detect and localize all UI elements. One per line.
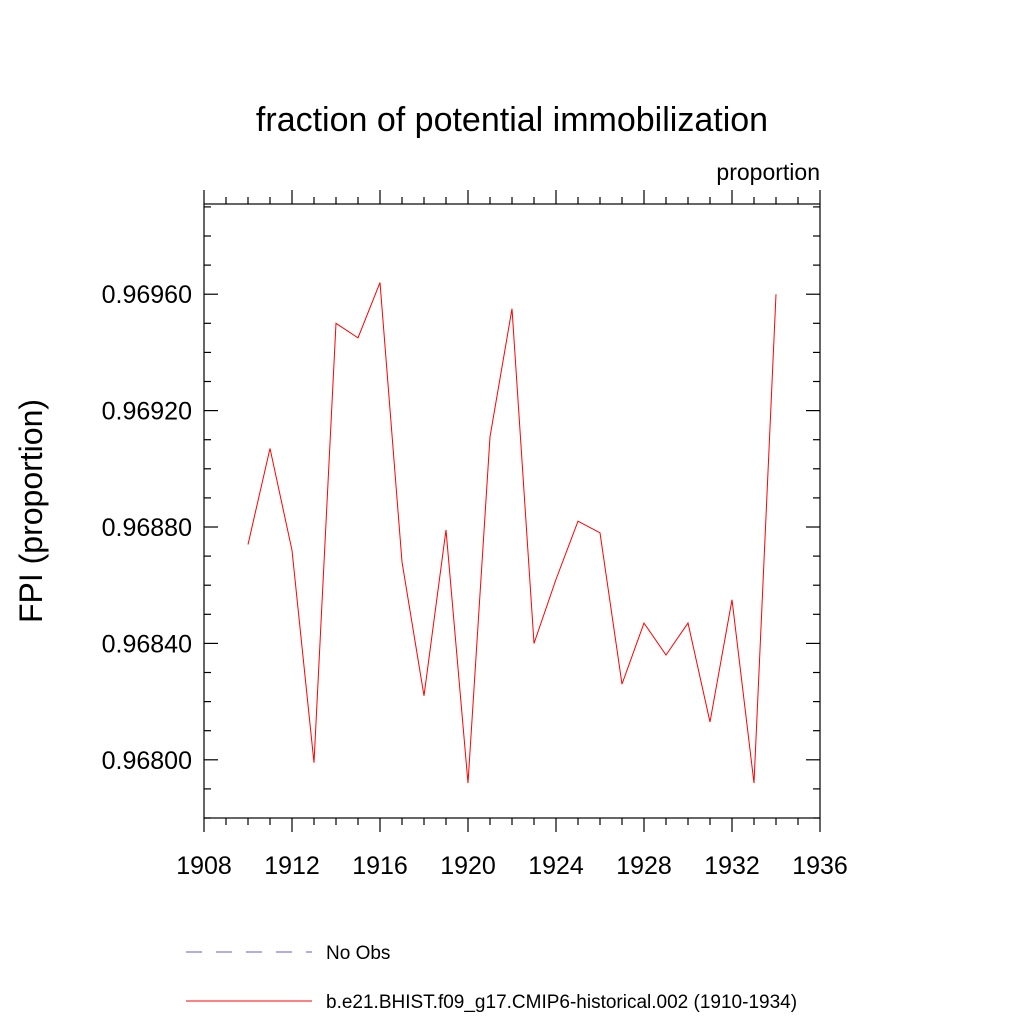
y-tick-label: 0.96960 [102, 281, 192, 309]
x-tick-label: 1924 [528, 852, 584, 880]
plot-frame [203, 203, 821, 819]
data-series [247, 282, 777, 784]
x-tick-label: 1908 [176, 852, 232, 880]
y-tick-label: 0.96800 [102, 747, 192, 775]
y-tick-label: 0.96880 [102, 514, 192, 542]
axis-ticks [203, 190, 821, 832]
y-tick-label: 0.96840 [102, 630, 192, 658]
series-line [247, 282, 777, 784]
x-tick-label: 1932 [704, 852, 760, 880]
y-axis-label: FPI (proportion) [13, 399, 49, 623]
legend-label: b.e21.BHIST.f09_g17.CMIP6-historical.002… [326, 992, 797, 1013]
legend: No Obs b.e21.BHIST.f09_g17.CMIP6-historic… [186, 943, 797, 1013]
legend-label: No Obs [326, 943, 390, 964]
x-tick-label: 1916 [352, 852, 408, 880]
x-tick-label: 1928 [616, 852, 672, 880]
y-tick-label: 0.96920 [102, 398, 192, 426]
x-tick-label: 1912 [264, 852, 320, 880]
chart-title: fraction of potential immobilization [256, 101, 768, 139]
x-tick-label: 1920 [440, 852, 496, 880]
chart-subtitle: proportion [716, 159, 820, 185]
axis-tick-labels: 1908 1912 1916 1920 1924 1928 1932 1936 0.96800 0… [102, 281, 848, 880]
x-tick-label: 1936 [792, 852, 848, 880]
